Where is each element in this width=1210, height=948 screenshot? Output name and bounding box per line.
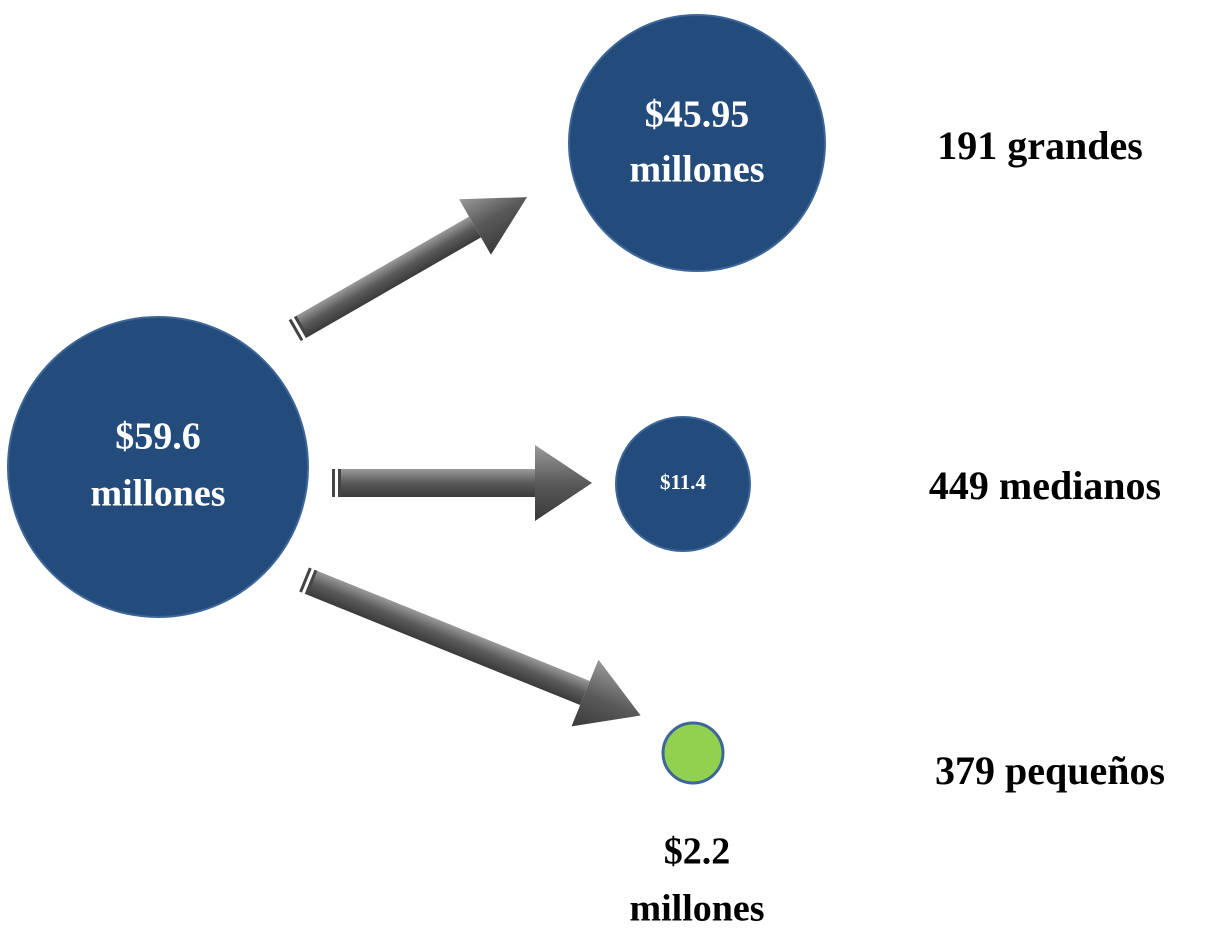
group-label: 379 pequeños (935, 748, 1165, 793)
target-node (615, 416, 751, 552)
group-label: 191 grandes (937, 123, 1143, 168)
arrow (332, 445, 592, 521)
target-node (568, 14, 826, 272)
group-label: 449 medianos (929, 463, 1161, 508)
target-node (661, 721, 725, 785)
arrow (288, 197, 528, 342)
node-label: $2.2 (664, 831, 731, 873)
source-node (7, 316, 309, 618)
node-label: millones (629, 888, 764, 930)
node-label: millones (629, 149, 764, 191)
arrow (299, 567, 641, 727)
node-label: $11.4 (660, 470, 707, 494)
node-label: $45.95 (645, 94, 750, 136)
node-label: $59.6 (115, 416, 201, 458)
node-label: millones (90, 473, 225, 515)
